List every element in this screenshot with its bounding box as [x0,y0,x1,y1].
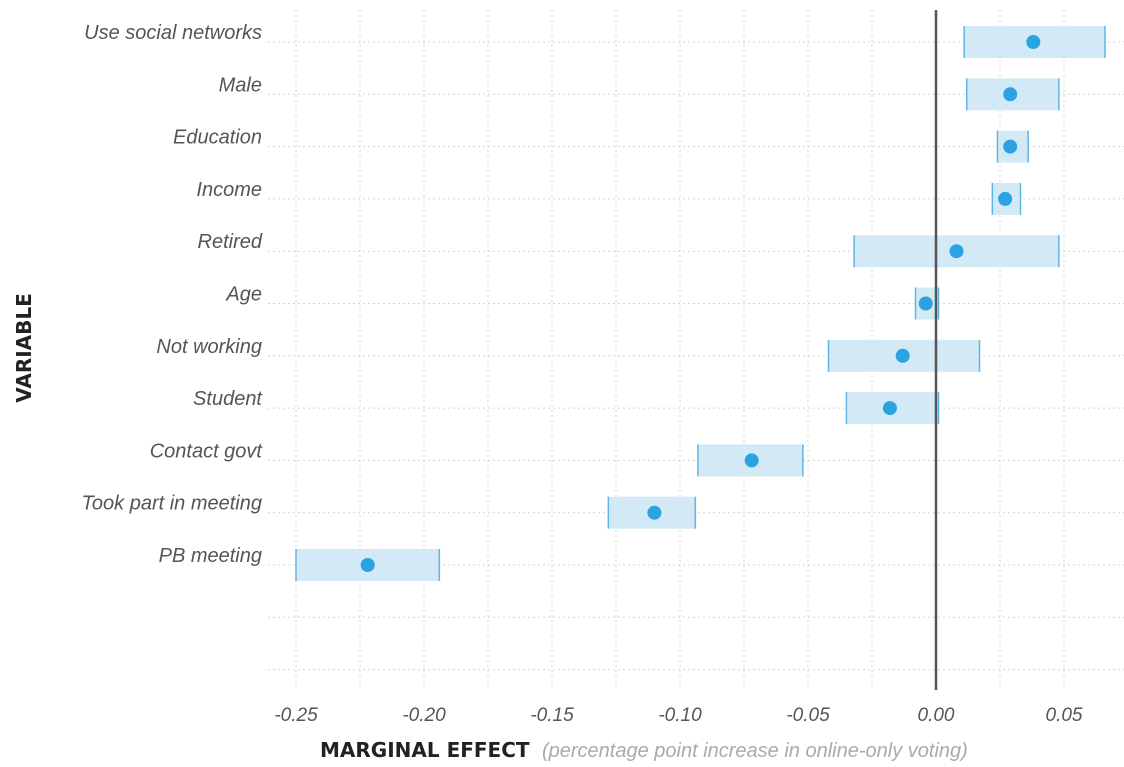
category-labels: Use social networks Male Education Income Re… [82,22,264,567]
grid-layer [268,10,1124,690]
estimate-point [918,296,933,311]
estimate-point [1003,87,1018,102]
category-label: Age [225,284,262,306]
estimate-point [1003,139,1018,154]
estimate-point [1026,35,1041,49]
x-tick-labels: -0.25 -0.20 -0.15 -0.10 -0.05 0.00 0.05 [274,705,1083,726]
category-label: Not working [156,336,262,358]
x-tick-label: -0.05 [786,705,830,726]
x-tick-label: 0.00 [918,705,955,726]
category-label: Education [173,127,262,149]
estimate-point [882,401,897,416]
estimate-point [360,558,375,572]
estimate-point [744,453,759,468]
category-label: Male [219,74,262,96]
estimate-point [895,348,910,363]
category-label: Income [196,179,262,201]
estimate-point [949,244,964,259]
x-tick-label: -0.25 [274,705,318,726]
x-axis-label-main: MARGINAL EFFECT [320,738,530,762]
category-label: Student [193,388,263,410]
point-layer [360,35,1041,572]
category-label: Retired [198,231,263,253]
y-axis-label: VARIABLE [12,293,36,403]
estimate-point [647,505,662,520]
x-tick-label: -0.15 [530,705,574,726]
x-tick-label: 0.05 [1046,705,1083,726]
x-axis-label: MARGINAL EFFECT (percentage point increa… [320,738,968,762]
x-tick-label: -0.20 [402,705,446,726]
category-label: Took part in meeting [82,493,262,515]
category-label: Contact govt [150,440,264,462]
category-label: Use social networks [84,22,262,44]
x-axis-label-note: (percentage point increase in online-onl… [542,740,968,762]
category-label: PB meeting [159,545,262,567]
estimate-point [998,191,1013,206]
x-tick-label: -0.10 [658,705,702,726]
